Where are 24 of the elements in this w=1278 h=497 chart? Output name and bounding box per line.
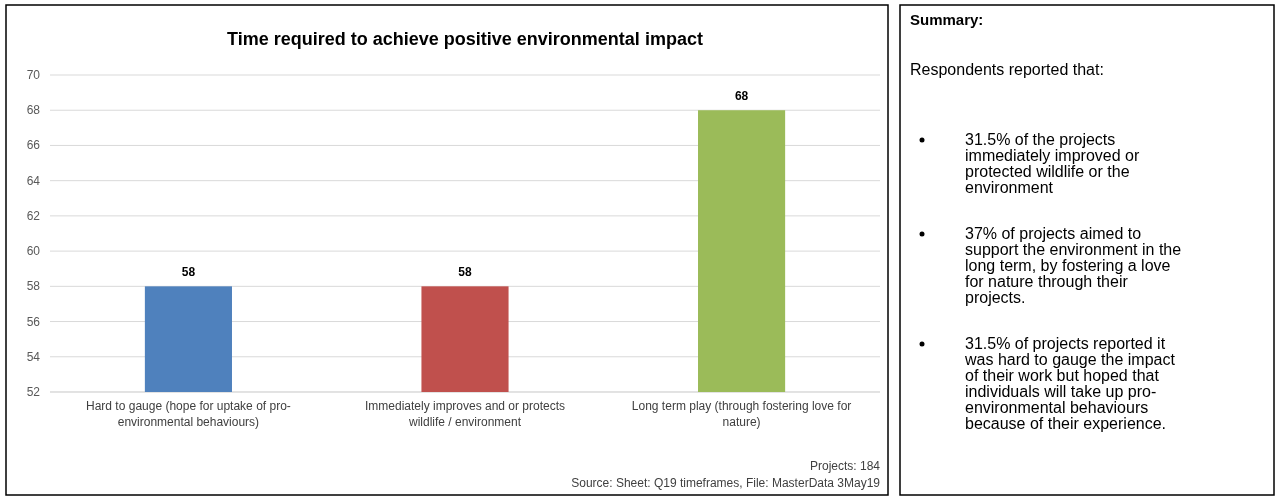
chart-title: Time required to achieve positive environmental impact <box>227 29 703 49</box>
y-tick-label: 62 <box>26 208 41 223</box>
y-tick-label: 64 <box>26 173 41 188</box>
y-tick-label: 68 <box>26 103 41 118</box>
data-label: 68 <box>734 89 749 104</box>
y-tick-label: 58 <box>26 279 41 294</box>
y-tick-label: 66 <box>26 138 41 153</box>
text: 37% of projects aimed to support the environment in the long term, by fostering a love for nature through their projects. <box>965 225 1182 306</box>
y-tick-label: 70 <box>26 68 41 82</box>
y-tick-label: 54 <box>26 349 41 364</box>
data-label: 58 <box>458 265 472 280</box>
x-tick-label: Hard to gauge (hope for uptake of pro-environmental behaviours) <box>86 399 291 429</box>
text: Summary: <box>910 11 984 28</box>
data-label: 58 <box>181 265 196 280</box>
text: 31.5% of the projects immediately improved or protected wildlife or the environment <box>965 131 1140 196</box>
y-tick-label: 56 <box>26 314 41 329</box>
y-tick-label: 52 <box>26 385 41 399</box>
y-tick-label: 60 <box>26 244 41 259</box>
source-note: Source: Sheet: Q19 timeframes, File: MasterData 3May19 <box>571 476 881 490</box>
text: Projects: 184 <box>809 459 881 473</box>
text: 31.5% of projects reported it was hard to gauge the impact of their work but hoped that individuals will take up pro-environmental behaviours because of their experience. <box>964 335 1176 432</box>
text: Respondents reported that: <box>910 61 1104 78</box>
x-tick-label: Immediately improves and or protects wildlife / environment <box>364 399 566 429</box>
x-tick-label: Long term play (through fostering love for nature) <box>631 399 852 429</box>
